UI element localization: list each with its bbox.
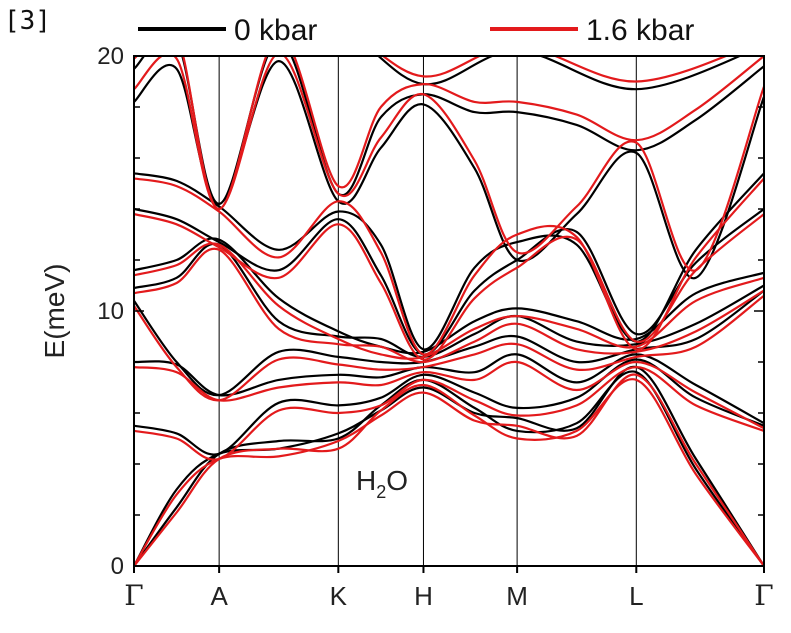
annotation-tail: O bbox=[386, 465, 408, 496]
band-1-10 bbox=[134, 56, 764, 211]
x-tick-label-6: Γ bbox=[754, 579, 773, 612]
x-tick-label-0: Γ bbox=[124, 579, 143, 612]
band-0-2 bbox=[134, 358, 764, 456]
band-1-2 bbox=[134, 366, 764, 461]
band-1-7 bbox=[134, 213, 764, 361]
band-1-8 bbox=[134, 177, 764, 356]
band-1-6 bbox=[134, 242, 764, 360]
band-1-4 bbox=[134, 294, 764, 402]
x-tick-label-5: L bbox=[629, 581, 643, 611]
band-0-10 bbox=[134, 56, 764, 205]
annotation-main: H bbox=[356, 465, 376, 496]
band-0-8 bbox=[134, 172, 764, 351]
compound-annotation: H2O bbox=[356, 465, 408, 502]
band-1-0 bbox=[134, 378, 764, 566]
x-tick-label-2: K bbox=[330, 581, 348, 611]
band-0-7 bbox=[134, 207, 764, 356]
x-tick-label-3: H bbox=[414, 581, 433, 611]
y-axis-ticks: 0 10 20 bbox=[97, 43, 764, 580]
band-1-5 bbox=[134, 247, 764, 364]
x-tick-label-4: M bbox=[506, 581, 528, 611]
band-1-1 bbox=[134, 373, 764, 566]
y-tick-label-10: 10 bbox=[97, 298, 124, 325]
reference-label: [3] bbox=[4, 6, 51, 36]
band-0-6 bbox=[134, 237, 764, 355]
y-axis-label: E(meV) bbox=[39, 264, 70, 359]
band-curves bbox=[134, 56, 764, 566]
x-tick-label-1: A bbox=[210, 581, 228, 611]
legend-label-0: 0 kbar bbox=[234, 14, 317, 47]
series-red bbox=[134, 56, 764, 566]
legend: 0 kbar 1.6 kbar bbox=[138, 14, 694, 47]
legend-label-1: 1.6 kbar bbox=[586, 14, 694, 47]
band-1-11 bbox=[381, 56, 729, 83]
y-tick-label-0: 0 bbox=[111, 553, 124, 580]
annotation-subscript: 2 bbox=[376, 482, 386, 502]
k-point-gridlines bbox=[218, 56, 637, 566]
series-black bbox=[134, 56, 764, 566]
y-tick-label-20: 20 bbox=[97, 43, 124, 70]
